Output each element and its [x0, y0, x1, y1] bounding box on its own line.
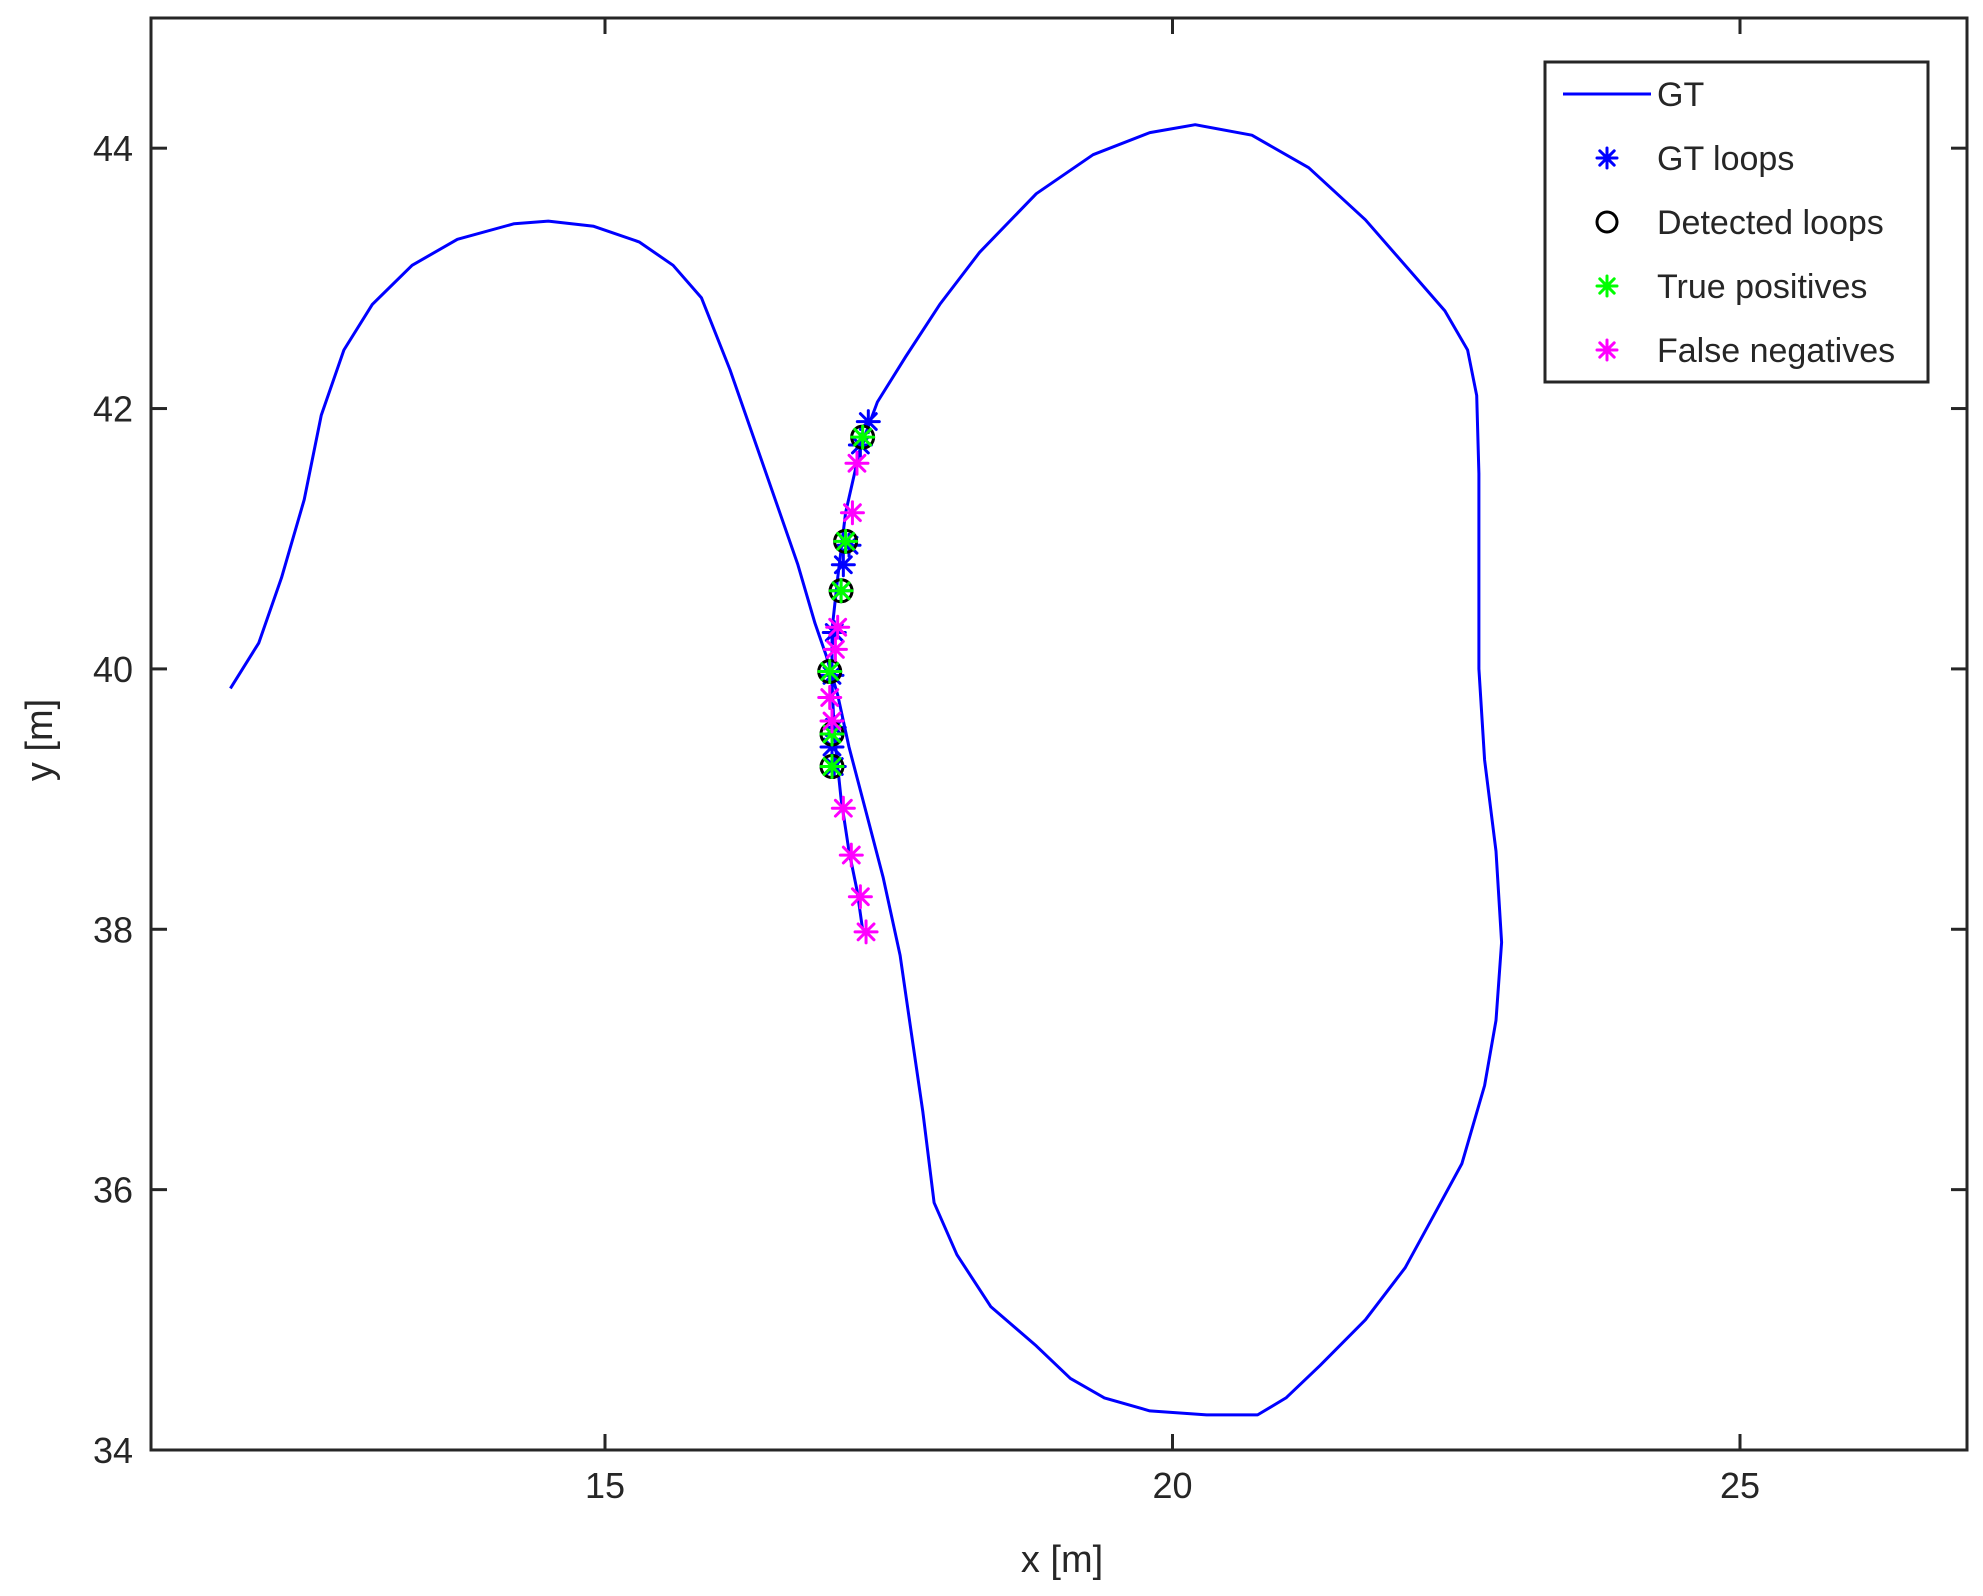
y-tick-label: 42	[93, 389, 133, 430]
y-tick-label: 36	[93, 1170, 133, 1211]
series-4-markers	[817, 450, 879, 945]
legend-symbol-1	[1595, 146, 1619, 170]
gt-trajectory-line	[229, 123, 1504, 1417]
series-4-point-8	[847, 884, 873, 910]
legend-label-2: Detected loops	[1657, 204, 1884, 242]
plot-content	[229, 123, 1504, 1417]
legend-symbol-4	[1595, 338, 1619, 362]
y-axis-label: y [m]	[19, 699, 61, 781]
series-4-point-5	[819, 708, 845, 734]
legend-label-1: GT loops	[1657, 140, 1794, 178]
series-4-point-0	[844, 450, 870, 476]
legend-box	[1543, 60, 1930, 384]
series-3-markers	[817, 424, 876, 780]
series-1-point-3	[830, 552, 856, 578]
x-tick-label: 15	[585, 1465, 625, 1506]
x-axis-label: x [m]	[1021, 1539, 1103, 1581]
series-4-point-2	[825, 614, 851, 640]
series-3-point-3	[817, 659, 843, 685]
series-3-point-5	[819, 754, 845, 780]
x-tick-label: 20	[1152, 1465, 1192, 1506]
series-4-point-9	[853, 919, 879, 945]
y-tick-label: 38	[93, 909, 133, 950]
series-3-point-1	[833, 528, 859, 554]
y-tick-label: 34	[93, 1430, 133, 1471]
series-4-point-6	[830, 795, 856, 821]
axis-ticks: 15 20 25 34 36 38 40 42 44	[93, 18, 1967, 1506]
legend: GT GT loops Detected loops True positives Fa…	[1543, 60, 1930, 384]
legend-symbol-3	[1595, 274, 1619, 298]
legend-label-4: False negatives	[1657, 332, 1895, 370]
series-4-point-7	[838, 842, 864, 868]
series-3-point-0	[850, 424, 876, 450]
series-3-point-2	[828, 578, 854, 604]
axes-box	[149, 16, 1969, 1452]
series-4-point-1	[839, 500, 865, 526]
legend-symbol-2	[1595, 210, 1619, 234]
x-tick-label: 25	[1720, 1465, 1760, 1506]
legend-label-0: GT	[1657, 76, 1704, 114]
legend-label-3: True positives	[1657, 268, 1867, 306]
y-tick-label: 44	[93, 128, 133, 169]
series-4-point-4	[817, 685, 843, 711]
y-tick-label: 40	[93, 649, 133, 690]
series-4-point-3	[822, 636, 848, 662]
